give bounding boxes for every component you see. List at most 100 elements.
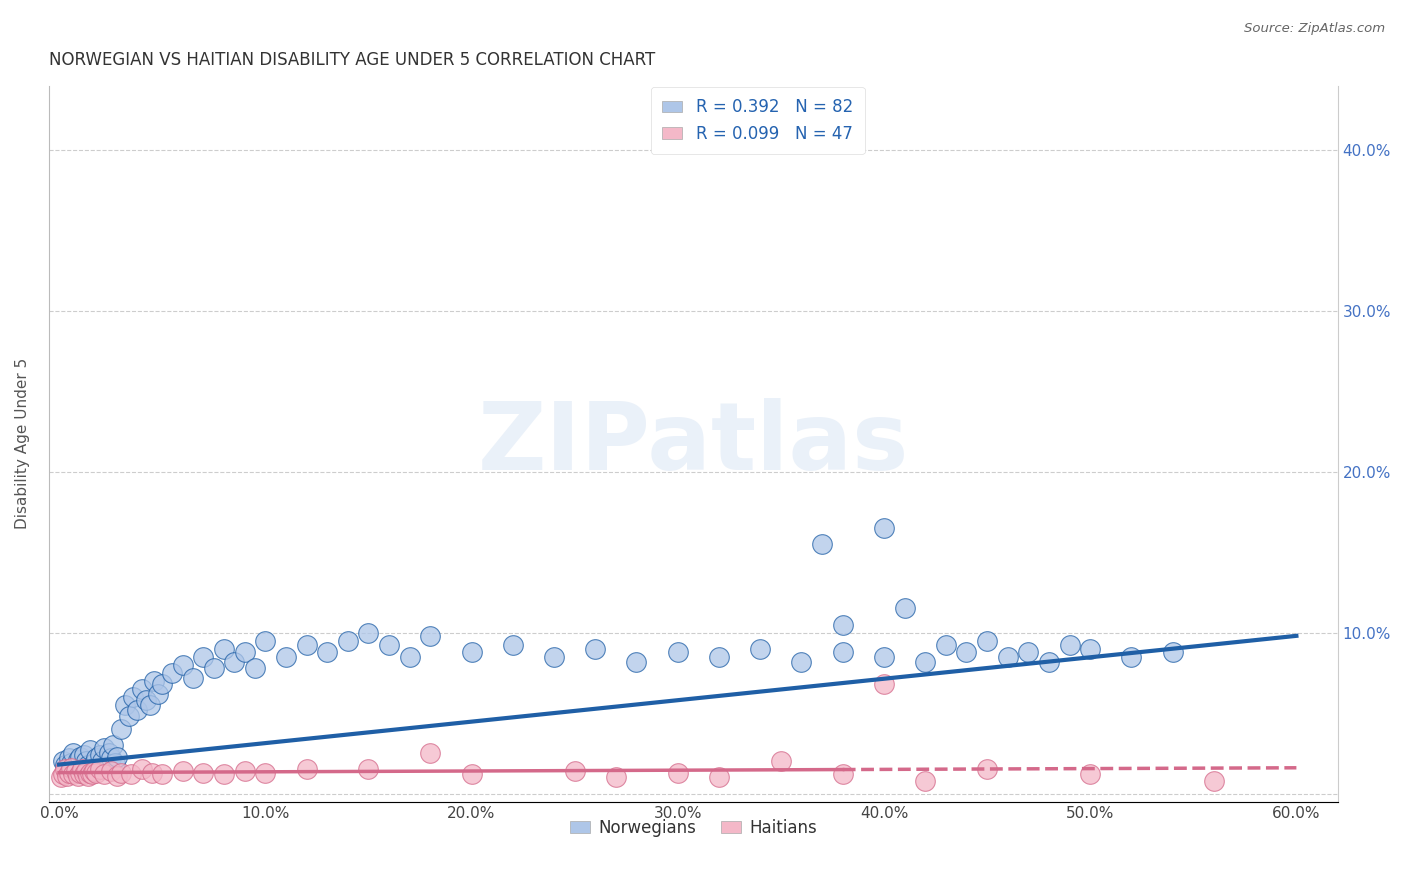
Point: [65, 764, 87, 778]
Point: [118, 709, 141, 723]
Point: [62, 747, 84, 761]
Point: [84, 765, 107, 780]
Point: [150, 767, 173, 781]
Point: [104, 756, 127, 770]
Point: [69, 765, 91, 780]
Point: [914, 655, 936, 669]
Point: [79, 765, 101, 780]
Text: NORWEGIAN VS HAITIAN DISABILITY AGE UNDER 5 CORRELATION CHART: NORWEGIAN VS HAITIAN DISABILITY AGE UNDE…: [49, 51, 655, 69]
Point: [212, 767, 235, 781]
Point: [53, 757, 76, 772]
Point: [1161, 645, 1184, 659]
Point: [831, 645, 853, 659]
Point: [53, 763, 76, 777]
Point: [666, 645, 689, 659]
Point: [66, 769, 89, 783]
Point: [110, 722, 132, 736]
Point: [91, 755, 114, 769]
Point: [69, 749, 91, 764]
Point: [49, 771, 72, 785]
Point: [997, 649, 1019, 664]
Point: [139, 698, 162, 712]
Point: [666, 765, 689, 780]
Point: [1078, 641, 1101, 656]
Point: [873, 521, 896, 535]
Point: [1038, 655, 1060, 669]
Point: [955, 645, 977, 659]
Point: [274, 649, 297, 664]
Point: [131, 681, 153, 696]
Y-axis label: Disability Age Under 5: Disability Age Under 5: [15, 358, 30, 529]
Point: [254, 765, 277, 780]
Point: [243, 661, 266, 675]
Point: [75, 764, 97, 778]
Point: [101, 738, 124, 752]
Point: [378, 639, 401, 653]
Point: [66, 753, 89, 767]
Point: [460, 645, 482, 659]
Point: [976, 633, 998, 648]
Point: [976, 763, 998, 777]
Point: [58, 751, 80, 765]
Point: [336, 633, 359, 648]
Point: [1017, 645, 1039, 659]
Point: [84, 751, 107, 765]
Point: [89, 747, 111, 762]
Point: [357, 625, 380, 640]
Point: [202, 661, 225, 675]
Point: [893, 601, 915, 615]
Point: [83, 756, 105, 770]
Point: [831, 767, 853, 781]
Point: [93, 767, 115, 781]
Point: [89, 763, 111, 777]
Point: [419, 747, 441, 761]
Point: [58, 765, 80, 780]
Point: [193, 765, 215, 780]
Point: [56, 769, 79, 783]
Point: [110, 765, 132, 780]
Point: [254, 633, 277, 648]
Point: [543, 649, 565, 664]
Point: [626, 655, 648, 669]
Point: [172, 657, 194, 672]
Point: [105, 769, 128, 783]
Point: [60, 761, 83, 775]
Point: [1121, 649, 1143, 664]
Point: [80, 767, 103, 781]
Point: [295, 763, 318, 777]
Point: [80, 763, 103, 777]
Point: [122, 690, 145, 704]
Point: [52, 767, 75, 781]
Point: [96, 759, 118, 773]
Point: [100, 764, 122, 778]
Point: [564, 764, 586, 778]
Point: [419, 629, 441, 643]
Point: [172, 764, 194, 778]
Point: [831, 617, 853, 632]
Point: [141, 765, 163, 780]
Point: [162, 665, 184, 680]
Point: [73, 767, 96, 781]
Point: [70, 763, 93, 777]
Point: [120, 767, 142, 781]
Point: [1202, 773, 1225, 788]
Point: [811, 537, 834, 551]
Point: [127, 703, 149, 717]
Point: [93, 741, 115, 756]
Text: ZIPatlas: ZIPatlas: [478, 398, 908, 490]
Point: [605, 771, 627, 785]
Point: [460, 767, 482, 781]
Point: [77, 757, 100, 772]
Point: [398, 649, 420, 664]
Point: [65, 759, 87, 773]
Legend: Norwegians, Haitians: Norwegians, Haitians: [562, 812, 824, 843]
Point: [769, 755, 792, 769]
Point: [56, 763, 79, 777]
Point: [75, 755, 97, 769]
Point: [935, 639, 957, 653]
Point: [77, 769, 100, 783]
Point: [62, 767, 84, 781]
Point: [583, 641, 606, 656]
Point: [233, 645, 256, 659]
Point: [502, 639, 524, 653]
